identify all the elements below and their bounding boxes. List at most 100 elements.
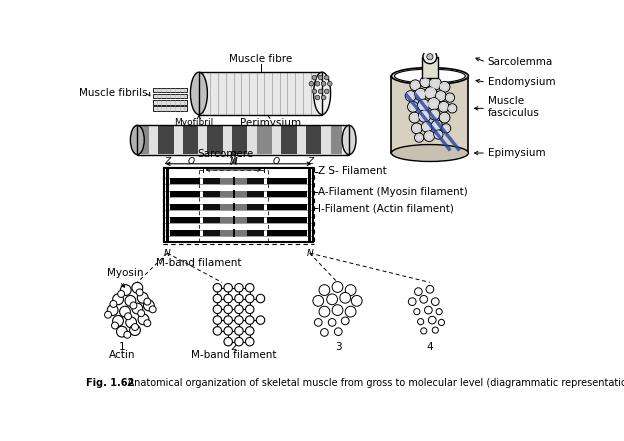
Circle shape [428,316,436,324]
Bar [331,126,342,154]
Circle shape [417,99,430,112]
Circle shape [120,285,131,295]
Circle shape [421,121,432,132]
Circle shape [345,306,356,317]
Bar [166,168,169,243]
Circle shape [235,316,243,324]
Text: Muscle
fasciculus: Muscle fasciculus [488,96,540,118]
Bar [296,126,306,154]
Text: 2: 2 [230,343,237,352]
Bar [137,125,349,154]
Circle shape [117,326,127,337]
Bar [233,190,235,198]
Text: Myosin: Myosin [107,268,143,278]
Text: Perimysium: Perimysium [240,118,301,127]
Circle shape [224,327,232,335]
Bar [164,168,313,243]
Circle shape [124,331,131,338]
Circle shape [137,292,148,303]
Circle shape [408,298,416,306]
Circle shape [321,82,326,86]
Text: I-Filament (Actin filament): I-Filament (Actin filament) [318,203,454,213]
Circle shape [440,103,447,111]
Text: O: O [272,157,280,166]
Circle shape [315,95,319,100]
Circle shape [418,110,431,122]
Circle shape [436,309,442,315]
Circle shape [245,327,254,335]
Text: Sarcomere: Sarcomere [198,149,254,159]
Bar [137,125,349,154]
Bar [321,126,331,154]
Circle shape [138,310,145,317]
Text: M: M [230,157,238,166]
Circle shape [312,75,317,80]
Bar [199,72,322,115]
Circle shape [120,306,130,317]
Text: Fig. 1.62: Fig. 1.62 [85,378,134,388]
Circle shape [405,91,416,101]
Circle shape [126,317,137,328]
Circle shape [113,315,124,326]
Text: 4: 4 [427,343,433,352]
Circle shape [414,288,422,295]
Bar [220,191,246,197]
Circle shape [429,99,439,108]
Bar [308,168,311,243]
Circle shape [423,123,431,131]
Circle shape [409,112,420,123]
Circle shape [407,101,418,112]
Circle shape [309,82,314,86]
Circle shape [410,80,421,91]
Circle shape [429,109,440,120]
Circle shape [245,284,254,292]
Bar [153,88,187,92]
Ellipse shape [391,145,469,161]
Circle shape [125,313,132,320]
Circle shape [431,120,442,131]
Bar [149,126,158,154]
Circle shape [426,88,436,97]
Circle shape [441,114,449,121]
Circle shape [328,318,336,326]
Bar [248,126,256,154]
Circle shape [423,50,437,64]
Bar [232,126,248,154]
Bar [158,126,173,154]
Circle shape [235,337,243,346]
Circle shape [439,112,450,123]
Circle shape [313,295,324,306]
Bar [268,191,307,197]
Bar [233,177,235,185]
Circle shape [407,92,414,100]
Circle shape [426,132,433,140]
Bar [391,76,469,153]
Circle shape [235,284,243,292]
Bar [272,126,281,154]
Bar [203,217,265,223]
Circle shape [105,311,112,318]
Circle shape [130,325,140,336]
Circle shape [315,82,319,86]
Circle shape [413,124,421,132]
Circle shape [324,75,329,80]
Circle shape [213,284,222,292]
Circle shape [144,320,151,327]
Circle shape [319,285,330,295]
Circle shape [433,121,441,129]
Circle shape [340,292,351,303]
Text: Z S- Filament: Z S- Filament [318,167,387,176]
Ellipse shape [314,72,331,115]
Circle shape [314,318,322,326]
Circle shape [144,298,151,305]
Circle shape [414,133,424,142]
Bar [233,203,235,211]
Bar [233,216,235,224]
Circle shape [424,306,432,314]
Text: Z: Z [164,157,170,166]
Circle shape [447,104,457,113]
Circle shape [427,97,440,110]
Circle shape [420,77,431,88]
Text: M-band filament: M-band filament [191,350,276,360]
Circle shape [431,111,439,118]
